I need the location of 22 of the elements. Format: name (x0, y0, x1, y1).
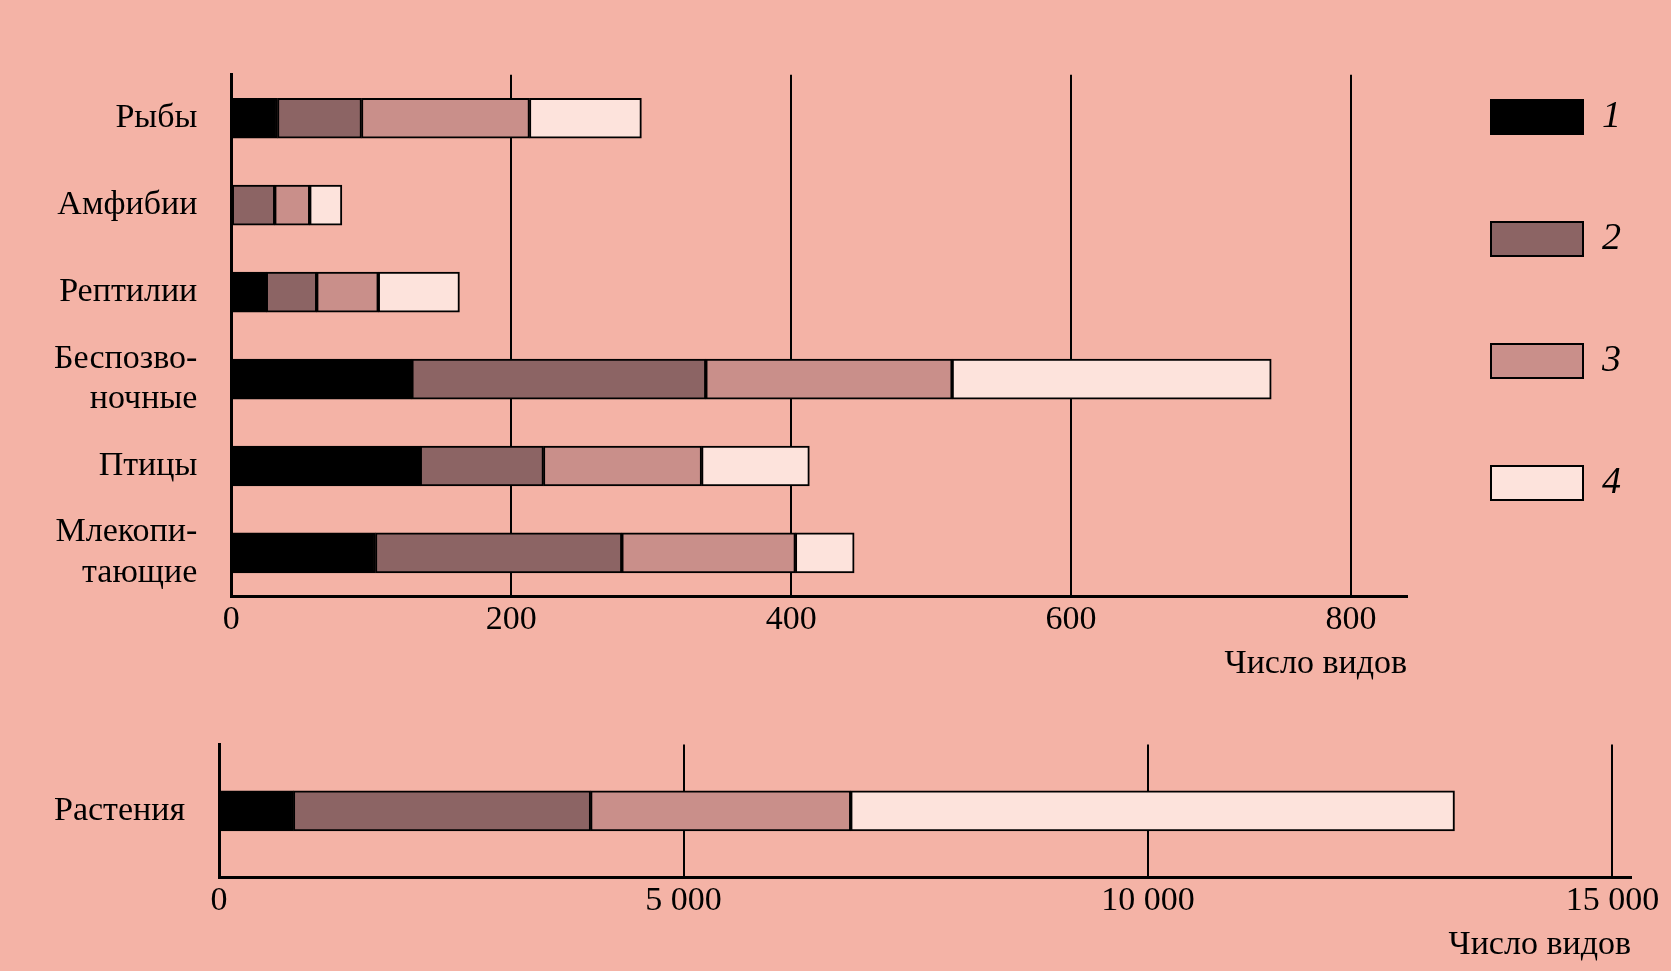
x-tick-label: 0 (210, 879, 228, 917)
y-tick-label: Млекопи- тающие (55, 511, 198, 590)
legend-label: 3 (1601, 336, 1621, 379)
x-tick-label: 0 (222, 598, 240, 636)
legend-label: 4 (1602, 458, 1621, 501)
x-tick-label: 5 000 (645, 879, 722, 917)
y-tick-label: Растения (53, 789, 186, 827)
y-tick-label: Амфибии (57, 184, 198, 222)
x-axis-title: Число видов (1224, 642, 1407, 680)
legend-label: 2 (1602, 214, 1621, 257)
x-tick-label: 200 (485, 598, 537, 636)
x-tick-label: 10 000 (1101, 879, 1195, 917)
x-tick-label: 600 (1045, 598, 1097, 636)
y-tick-label: Беспозво- ночные (53, 337, 198, 416)
legend-label: 1 (1602, 92, 1621, 135)
x-tick-label: 15 000 (1565, 879, 1660, 917)
y-tick-label: Рыбы (115, 97, 198, 135)
y-tick-label: Птицы (98, 444, 198, 482)
y-tick-label: Рептилии (59, 271, 198, 309)
x-tick-label: 400 (765, 598, 817, 636)
x-axis-title: Число видов (1448, 923, 1631, 961)
x-tick-label: 800 (1325, 598, 1377, 636)
